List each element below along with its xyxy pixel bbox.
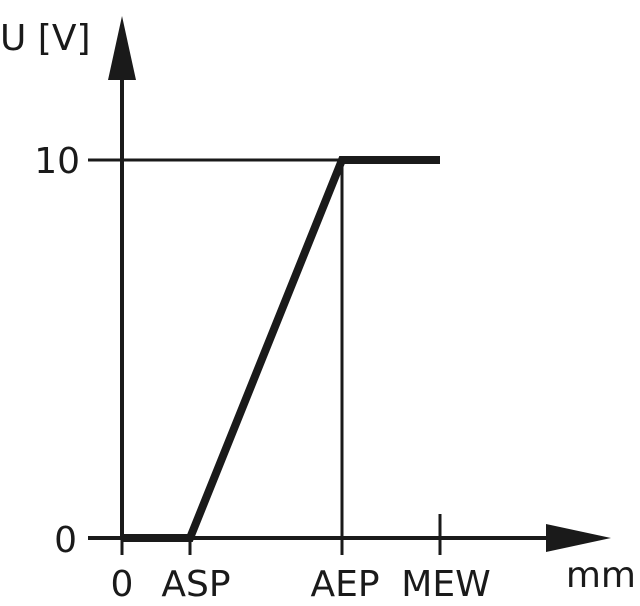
x-tick-label-aep: AEP <box>310 564 379 605</box>
x-tick-label-mew: MEW <box>401 564 490 605</box>
x-axis-label: mm <box>566 555 636 596</box>
y-axis-label: U [V] <box>0 18 91 59</box>
series-line <box>122 156 440 542</box>
x-tick-label-0: 0 <box>111 564 134 605</box>
y-tick-label-0: 0 <box>54 520 77 561</box>
x-tick-label-asp: ASP <box>161 564 230 605</box>
y-tick-label-10: 10 <box>34 141 80 182</box>
x-axis-arrow <box>546 524 611 552</box>
y-axis-arrow <box>108 16 136 80</box>
